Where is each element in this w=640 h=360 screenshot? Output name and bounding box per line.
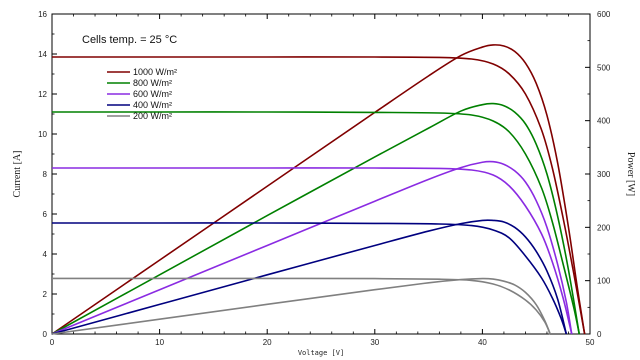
y-tick-label: 2: [43, 290, 48, 299]
y-tick-label: 16: [38, 10, 47, 19]
y2-tick-label: 0: [597, 330, 602, 339]
series-curves: [51, 44, 586, 335]
y2-tick-label: 200: [597, 223, 611, 232]
y-tick-label: 8: [43, 170, 48, 179]
axis-ticks: [51, 13, 591, 335]
y-tick-label: 4: [43, 250, 48, 259]
power-curve: [51, 160, 573, 335]
legend-label: 400 W/m²: [133, 100, 172, 110]
axis-tick-labels: 0 10 20 30 40 5002468101214160100200300400500…: [38, 10, 611, 347]
legend-label: 1000 W/m²: [133, 67, 177, 77]
current-curve: [52, 277, 551, 335]
annotation-cell-temp: Cells temp. = 25 °C: [82, 34, 177, 46]
current-curve: [52, 56, 586, 335]
y-axis-title: Current [A]: [12, 151, 23, 198]
current-curve: [52, 167, 573, 335]
y2-tick-label: 500: [597, 63, 611, 72]
x-tick-label: 10: [155, 338, 164, 347]
y2-tick-label: 300: [597, 170, 611, 179]
y2-tick-label: 400: [597, 117, 611, 126]
x-tick-label: 30: [370, 338, 379, 347]
y-tick-label: 14: [38, 50, 47, 59]
power-curve: [51, 102, 581, 335]
current-curve: [51, 222, 568, 335]
legend-label: 600 W/m²: [133, 89, 172, 99]
current-curve: [52, 111, 581, 335]
y-tick-label: 0: [43, 330, 48, 339]
y-tick-label: 6: [43, 210, 48, 219]
y-tick-label: 12: [38, 90, 47, 99]
y2-axis-title: Power [W]: [625, 152, 636, 196]
power-curve: [51, 277, 551, 335]
y-tick-label: 10: [38, 130, 47, 139]
x-tick-label: 40: [478, 338, 487, 347]
y2-tick-label: 100: [597, 277, 611, 286]
y2-tick-label: 600: [597, 10, 611, 19]
x-axis-title: Voltage [V]: [298, 349, 344, 357]
x-tick-label: 50: [586, 338, 595, 347]
x-tick-label: 0: [50, 338, 55, 347]
plot-frame: [51, 13, 591, 335]
legend-label: 200 W/m²: [133, 111, 172, 121]
power-curve: [51, 219, 568, 335]
power-curve: [51, 44, 586, 335]
x-tick-label: 20: [263, 338, 272, 347]
legend-label: 800 W/m²: [133, 78, 172, 88]
